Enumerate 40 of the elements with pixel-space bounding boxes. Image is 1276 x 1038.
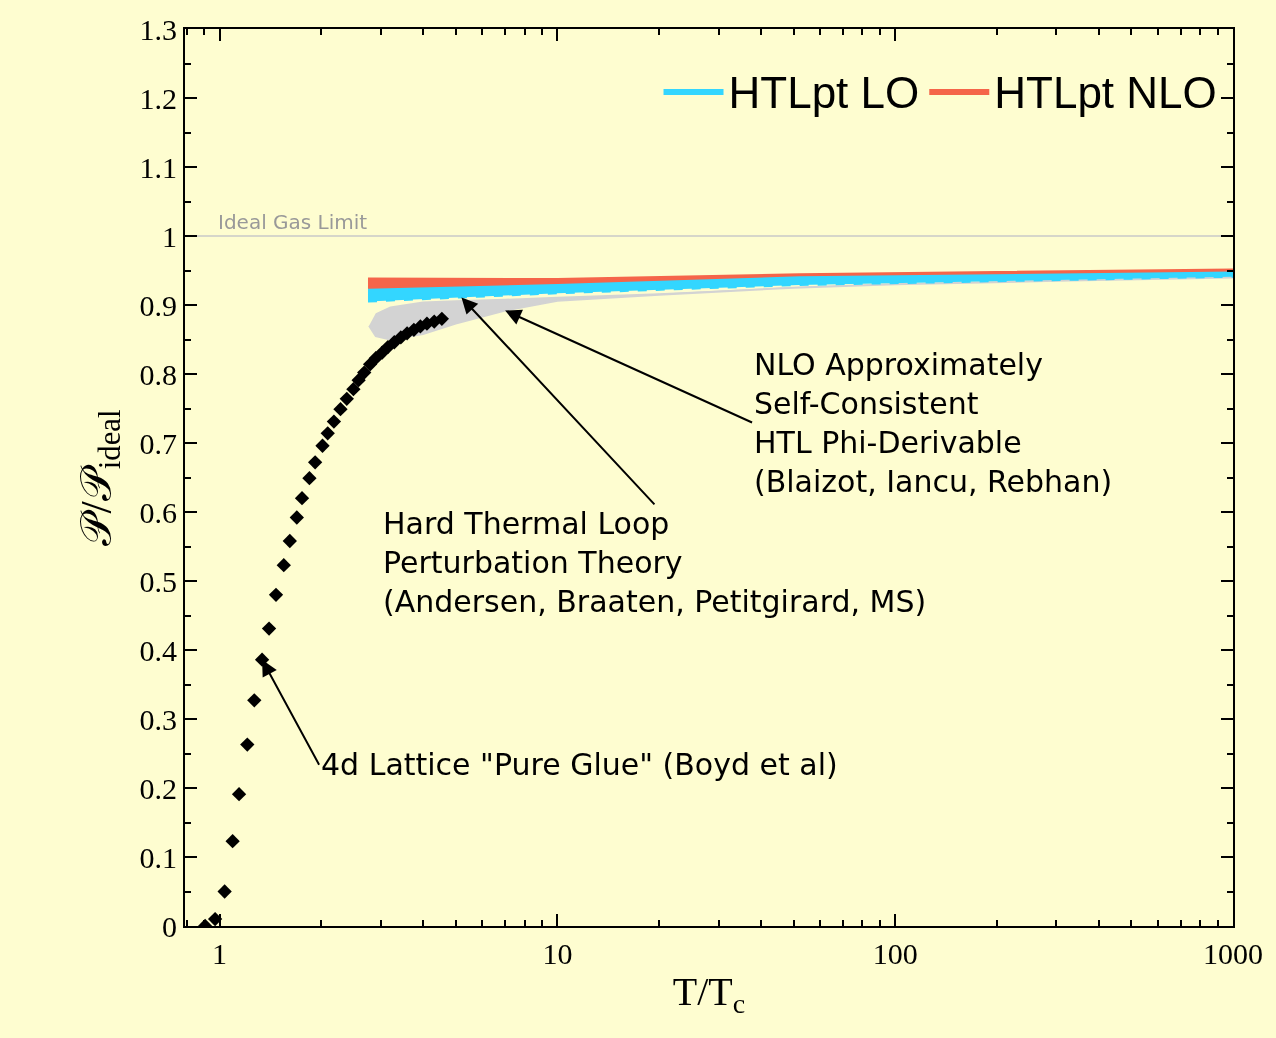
point — [294, 491, 310, 506]
y-tick-label: 0.4 — [139, 633, 177, 667]
y-tick-label: 0.7 — [139, 426, 177, 460]
point — [351, 373, 366, 388]
y-tick-label: 0 — [162, 909, 177, 943]
point — [307, 455, 323, 470]
y-tick-label: 0.8 — [139, 357, 177, 391]
point — [346, 382, 361, 397]
x-tick-label: 1000 — [1203, 937, 1263, 970]
x-tick-label: 1 — [212, 937, 228, 970]
annotation: NLO Approximately Self-Consistent HTL Phi-Derivable (Blaizot, Iancu, Rebhan) — [754, 347, 1113, 499]
point — [320, 426, 335, 441]
y-tick-label: 0.3 — [139, 702, 177, 736]
point — [289, 510, 304, 525]
x-tick-label: 100 — [872, 937, 918, 970]
point — [282, 533, 297, 549]
point — [357, 365, 372, 380]
ref-line-label: Ideal Gas Limit — [218, 210, 368, 234]
legend-label: HTLpt NLO — [994, 68, 1217, 118]
point — [339, 391, 354, 406]
point — [333, 402, 348, 417]
y-tick-label: 0.5 — [139, 564, 177, 598]
annotation: 4d Lattice "Pure Glue" (Boyd et al) — [321, 747, 838, 782]
y-tick-label: 1 — [162, 219, 177, 253]
x-axis-title: T/T$_{c}$ — [672, 969, 746, 1020]
point — [315, 438, 330, 453]
y-tick-label: 1.2 — [139, 81, 177, 115]
y-tick-label: 0.9 — [139, 288, 177, 322]
legend-label: HTLpt LO — [728, 68, 920, 118]
annotation: Hard Thermal Loop Perturbation Theory (Andersen, Braaten, Petitgirard, MS) — [383, 506, 927, 619]
point — [276, 557, 291, 573]
y-tick-label: 0.6 — [139, 495, 177, 529]
x-tick-label: 10 — [542, 937, 573, 970]
point — [268, 587, 284, 602]
y-tick-label: 0.1 — [139, 840, 177, 874]
point — [302, 471, 317, 486]
point — [326, 414, 342, 429]
y-tick-label: 0.2 — [139, 771, 177, 805]
y-tick-label: 1.1 — [139, 150, 177, 184]
y-tick-label: 1.3 — [139, 12, 177, 46]
